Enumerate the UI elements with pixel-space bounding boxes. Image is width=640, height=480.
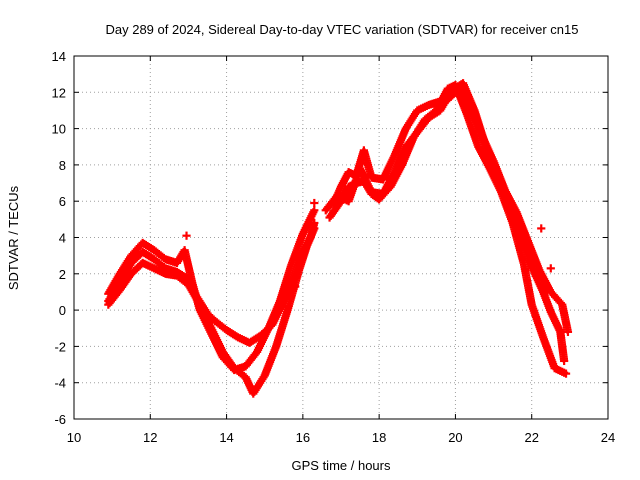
x-tick-label: 10 bbox=[67, 430, 81, 445]
x-tick-label: 24 bbox=[601, 430, 615, 445]
y-tick-label: -6 bbox=[54, 412, 66, 427]
data-point bbox=[310, 198, 319, 208]
y-tick-label: -2 bbox=[54, 339, 66, 354]
x-tick-label: 20 bbox=[448, 430, 462, 445]
chart-title: Day 289 of 2024, Sidereal Day-to-day VTE… bbox=[105, 22, 578, 37]
data-point bbox=[537, 224, 546, 233]
y-tick-label: 12 bbox=[52, 85, 66, 100]
data-point bbox=[546, 264, 555, 273]
y-tick-label: 2 bbox=[59, 267, 66, 282]
x-tick-label: 18 bbox=[372, 430, 386, 445]
data-point bbox=[563, 327, 573, 336]
data-point bbox=[560, 356, 569, 366]
x-tick-label: 22 bbox=[524, 430, 538, 445]
x-tick-label: 12 bbox=[143, 430, 157, 445]
data-point bbox=[561, 369, 571, 378]
data-points bbox=[104, 79, 573, 398]
x-tick-label: 14 bbox=[219, 430, 233, 445]
data-point bbox=[182, 231, 191, 240]
x-axis-label: GPS time / hours bbox=[292, 458, 391, 473]
data-point bbox=[310, 224, 319, 233]
y-tick-label: 14 bbox=[52, 49, 66, 64]
y-tick-label: 8 bbox=[59, 158, 66, 173]
data-point bbox=[291, 282, 300, 291]
y-tick-label: 6 bbox=[59, 194, 66, 209]
y-tick-label: 0 bbox=[59, 303, 66, 318]
y-axis-label: SDTVAR / TECUs bbox=[6, 185, 21, 290]
y-tick-label: -4 bbox=[54, 376, 66, 391]
y-tick-label: 4 bbox=[59, 231, 66, 246]
data-point bbox=[310, 206, 319, 215]
y-tick-label: 10 bbox=[52, 122, 66, 137]
x-tick-label: 16 bbox=[296, 430, 310, 445]
